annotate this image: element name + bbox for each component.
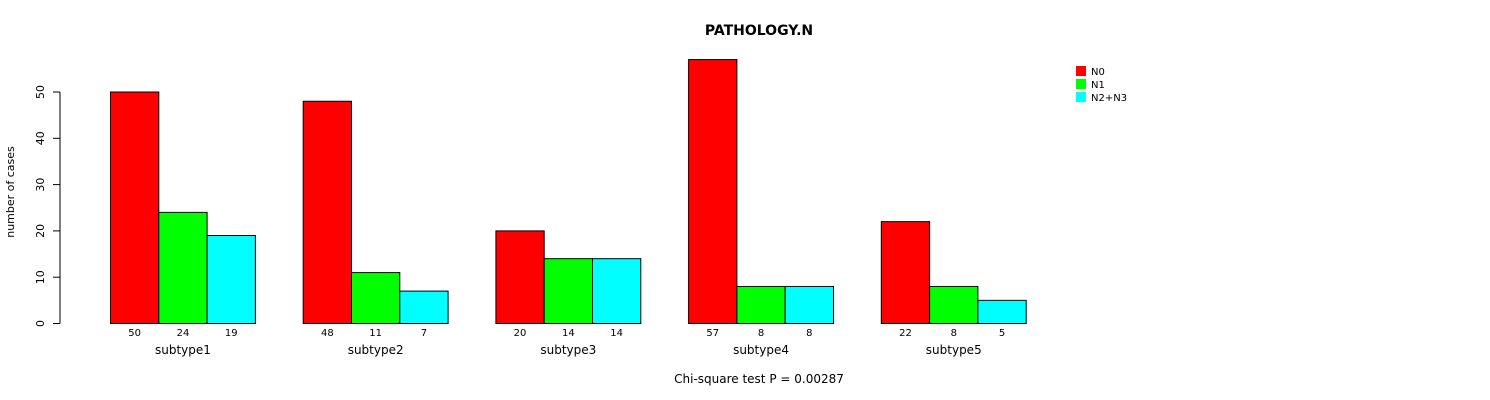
- labels-group: 50 24 19 subtype1 48 11 7 subtype2 20 14 14 subtype…: [128, 328, 1005, 357]
- bar-count-label: 8: [951, 328, 957, 339]
- legend-label: N2+N3: [1091, 93, 1127, 104]
- bar-count-label: 14: [562, 328, 575, 339]
- bar-count-label: 22: [899, 328, 912, 339]
- bar: [543, 258, 594, 324]
- bar-count-label: 8: [758, 328, 764, 339]
- y-tick-label: 20: [34, 224, 47, 238]
- category-label: subtype4: [733, 343, 789, 357]
- y-tick-label: 40: [34, 131, 47, 145]
- bar: [302, 100, 353, 325]
- bar-count-label: 24: [177, 328, 190, 339]
- bar: [688, 59, 738, 325]
- y-tick-label: 0: [34, 320, 47, 327]
- bar-count-label: 8: [806, 328, 812, 339]
- y-axis: 0 10 20 30 40 50: [34, 85, 61, 327]
- y-tick-label: 10: [34, 270, 47, 284]
- bars-group: [110, 59, 1027, 325]
- legend-swatch: [1076, 92, 1086, 102]
- bar-count-label: 19: [225, 328, 238, 339]
- bar-count-label: 48: [321, 328, 334, 339]
- bar-count-label: 20: [514, 328, 527, 339]
- chart-title: PATHOLOGY.N: [705, 23, 813, 39]
- category-label: subtype1: [155, 343, 211, 357]
- legend: N0 N1 N2+N3: [1076, 66, 1127, 104]
- bar: [351, 272, 401, 325]
- bar-count-label: 50: [128, 328, 141, 339]
- bar-count-label: 5: [999, 328, 1005, 339]
- bar: [736, 285, 786, 324]
- y-tick-label: 30: [34, 178, 47, 192]
- bar: [784, 285, 835, 324]
- bar-count-label: 14: [610, 328, 623, 339]
- chi-square-footnote: Chi-square test P = 0.00287: [674, 372, 844, 386]
- category-label: subtype5: [926, 343, 982, 357]
- bar: [592, 258, 642, 324]
- y-axis-label: number of cases: [4, 146, 17, 238]
- legend-label: N0: [1091, 67, 1105, 78]
- bar: [880, 221, 931, 324]
- bar: [399, 290, 449, 324]
- bar: [977, 299, 1027, 325]
- legend-swatch: [1076, 66, 1086, 76]
- category-label: subtype3: [540, 343, 596, 357]
- y-tick-label: 50: [34, 85, 47, 99]
- bar-count-label: 7: [421, 328, 427, 339]
- legend-swatch: [1076, 79, 1086, 89]
- bar: [158, 211, 208, 325]
- bar: [929, 285, 979, 324]
- bar-count-label: 57: [706, 328, 719, 339]
- category-label: subtype2: [348, 343, 404, 357]
- bar: [110, 91, 160, 324]
- bar: [206, 235, 256, 324]
- bar-count-label: 11: [369, 328, 382, 339]
- bar: [495, 230, 545, 324]
- legend-label: N1: [1091, 80, 1105, 91]
